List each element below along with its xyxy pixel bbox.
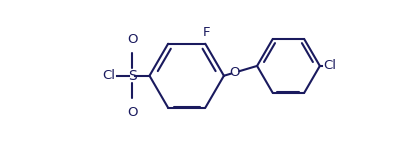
Text: Cl: Cl: [323, 59, 336, 72]
Text: F: F: [203, 26, 210, 39]
Text: O: O: [127, 33, 137, 46]
Text: Cl: Cl: [102, 69, 115, 82]
Text: O: O: [127, 106, 137, 119]
Text: O: O: [229, 66, 240, 79]
Text: S: S: [128, 69, 137, 83]
